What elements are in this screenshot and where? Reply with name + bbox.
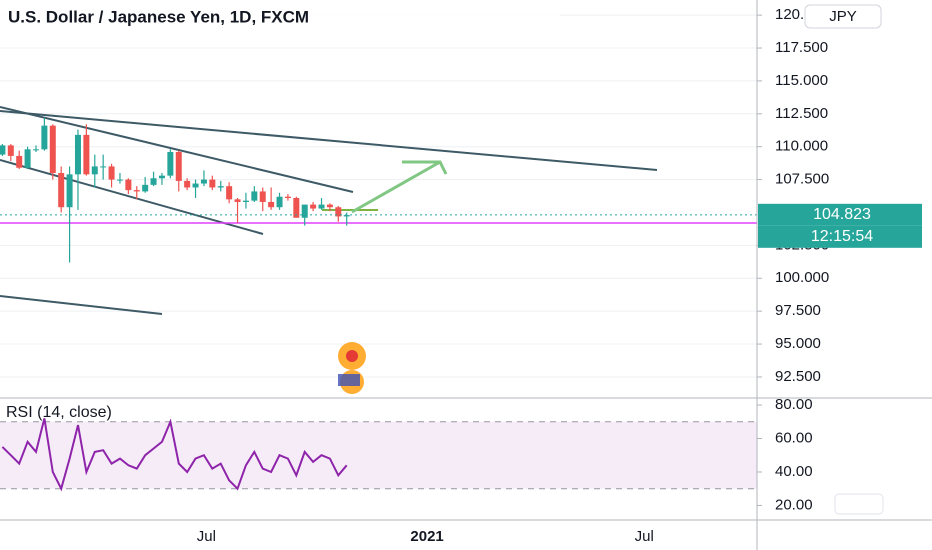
- candle-body: [158, 175, 165, 179]
- x-tick-label: 2021: [410, 528, 443, 545]
- candle-body: [192, 183, 199, 188]
- trend-line: [0, 106, 354, 193]
- candle-body: [116, 179, 123, 181]
- candle-body: [251, 191, 258, 201]
- y-tick-label: 110.000: [775, 138, 828, 155]
- candle-body: [142, 184, 149, 192]
- trend-line: [0, 295, 163, 315]
- candle-body: [0, 145, 6, 155]
- y-tick-label: 80.00: [775, 396, 813, 413]
- arrow: [351, 160, 441, 214]
- candle-body: [242, 200, 249, 202]
- candle-body: [175, 151, 182, 181]
- candle-body: [16, 155, 23, 168]
- y-tick-label: 95.000: [775, 335, 821, 352]
- rsi-line: [1, 418, 348, 492]
- candle-body: [100, 166, 107, 168]
- candle-body: [335, 207, 342, 217]
- y-tick-label: 107.500: [775, 171, 829, 188]
- candle-body: [284, 196, 291, 199]
- candle-body: [310, 204, 317, 209]
- candle-body: [150, 178, 157, 185]
- candle-body: [108, 166, 115, 180]
- candle-body: [184, 180, 191, 188]
- y-tick-label: 100.000: [775, 269, 829, 286]
- candle-body: [133, 190, 140, 192]
- candle-body: [58, 173, 65, 208]
- candle-body: [167, 151, 174, 176]
- candle-body: [268, 201, 275, 208]
- y-tick-label: 60.00: [775, 429, 813, 446]
- y-tick-label: 20.00: [775, 496, 813, 513]
- y-tick-label: 92.500: [775, 368, 821, 385]
- candle-body: [293, 198, 300, 218]
- title-bg: [0, 0, 560, 34]
- rsi-band: [0, 421, 757, 489]
- candle-body: [41, 125, 48, 150]
- rsi-title: RSI (14, close): [6, 404, 112, 421]
- y-tick-label: 117.500: [775, 39, 828, 56]
- candle-body: [91, 166, 98, 175]
- logo: [338, 374, 360, 386]
- last-price-box: [758, 203, 922, 226]
- x-tick-label: Jul: [635, 528, 654, 545]
- candle-body: [343, 215, 350, 217]
- candle-body: [74, 134, 81, 175]
- candle-body: [217, 186, 224, 188]
- currency: JPY: [829, 8, 857, 25]
- candle-body: [318, 204, 325, 209]
- candle-body: [7, 145, 14, 156]
- marks: [0, 117, 757, 492]
- candle-body: [49, 125, 56, 174]
- candle-body: [301, 204, 308, 218]
- y-tick-label: 40.00: [775, 463, 813, 480]
- trend-line: [0, 110, 658, 171]
- y-tick-label: 112.500: [775, 105, 828, 122]
- axes: Jul2021Jul92.50095.00097.500100.000102.5…: [197, 6, 922, 545]
- currency-box: [804, 4, 882, 29]
- candle-body: [83, 134, 90, 175]
- trend-line: [0, 159, 264, 235]
- candle-body: [276, 196, 283, 208]
- countdown: 12:15:54: [811, 228, 873, 245]
- y-tick-label: 115.000: [775, 72, 828, 89]
- chart-title: U.S. Dollar / Japanese Yen, 1D, FXCM: [8, 7, 309, 26]
- candle-body: [66, 174, 73, 208]
- last-price-label: 104.823: [813, 206, 871, 223]
- candle-body: [200, 179, 207, 184]
- button[interactable]: [834, 493, 884, 515]
- x-tick-label: Jul: [197, 528, 216, 545]
- logo: [346, 350, 358, 362]
- candle-body: [234, 199, 241, 202]
- y-tick-label: 97.500: [775, 302, 821, 319]
- candle-body: [24, 149, 31, 168]
- candle-body: [326, 204, 333, 208]
- candle-body: [209, 179, 216, 188]
- drawings: [0, 106, 757, 394]
- arrow-head: [402, 160, 448, 175]
- countdown-box: [758, 225, 922, 248]
- candle-body: [226, 186, 233, 200]
- candle-body: [32, 149, 39, 151]
- candle-body: [259, 191, 266, 202]
- candle-body: [125, 179, 132, 191]
